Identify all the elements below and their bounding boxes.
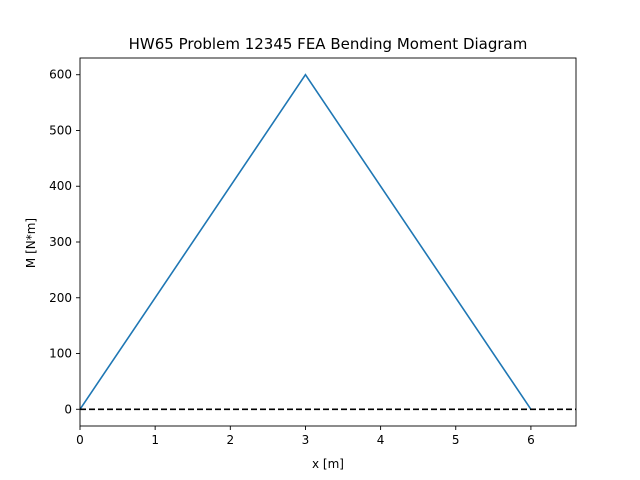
y-tick-label: 600 (49, 68, 72, 82)
x-tick-label: 5 (452, 433, 460, 447)
y-tick-label: 200 (49, 291, 72, 305)
x-axis-label: x [m] (312, 457, 344, 471)
y-tick-label: 0 (64, 402, 72, 416)
x-tick-label: 1 (151, 433, 159, 447)
x-tick-label: 3 (302, 433, 310, 447)
y-tick-label: 400 (49, 179, 72, 193)
x-tick-label: 6 (527, 433, 535, 447)
y-axis-label: M [N*m] (24, 218, 38, 268)
plot-frame (79, 57, 577, 427)
plot-area: 0 1 2 3 4 5 6 0 100 200 300 400 500 600 (49, 57, 577, 447)
x-tick-label: 4 (377, 433, 385, 447)
x-tick-label: 2 (226, 433, 234, 447)
series-line-0 (79, 73, 532, 410)
x-tick-label: 0 (76, 433, 84, 447)
y-tick-label: 100 (49, 347, 72, 361)
y-tick-label: 500 (49, 123, 72, 137)
y-tick-label: 300 (49, 235, 72, 249)
chart-title: HW65 Problem 12345 FEA Bending Moment Di… (129, 35, 528, 53)
